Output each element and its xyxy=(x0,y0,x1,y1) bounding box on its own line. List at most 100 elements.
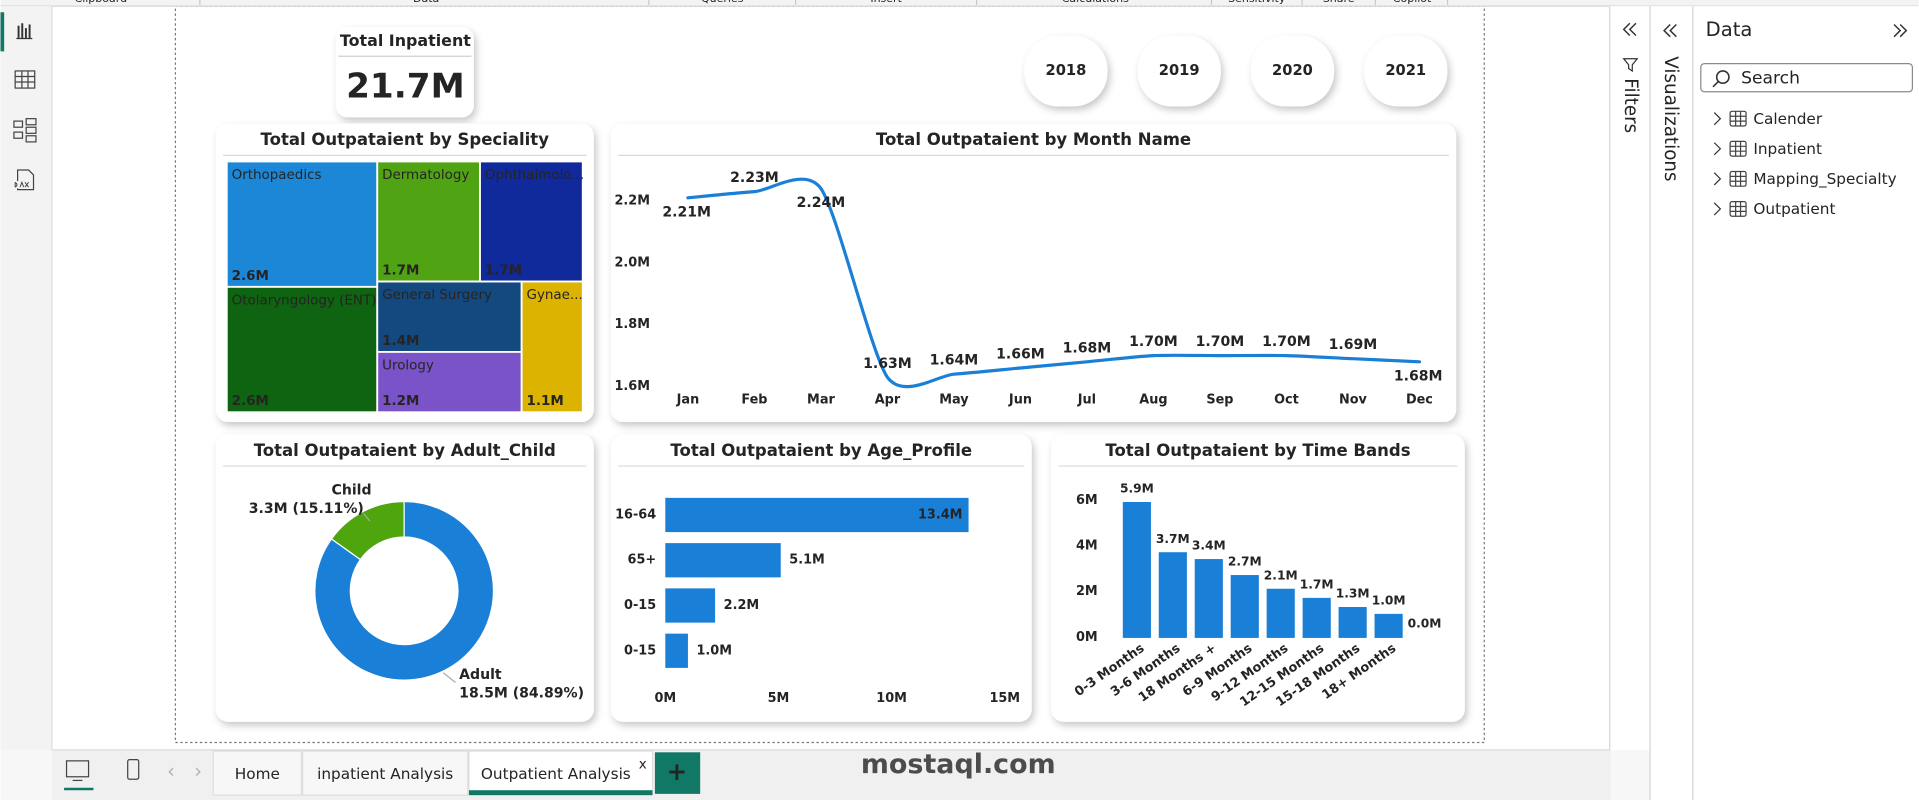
desktop-layout-icon[interactable] xyxy=(65,760,90,778)
treemap-tile xyxy=(479,160,584,283)
page-tab-label[interactable]: inpatient Analysis xyxy=(317,765,453,783)
y-tick-label: 65+ xyxy=(628,553,657,568)
data-label: 0.0M xyxy=(1408,616,1442,630)
visual-container xyxy=(215,434,594,722)
data-label: 1.70M xyxy=(1262,334,1311,350)
visualizations-pane xyxy=(1650,6,1693,800)
x-tick-label: May xyxy=(939,393,969,408)
leader-line xyxy=(363,513,371,522)
bar xyxy=(665,497,969,533)
card-value: 21.7M xyxy=(346,67,465,107)
treemap-value-label: 2.6M xyxy=(232,394,269,409)
icon-frame xyxy=(1729,200,1747,217)
treemap-tile xyxy=(225,160,379,288)
data-table-name[interactable]: Outpatient xyxy=(1753,200,1835,218)
icon-box xyxy=(25,135,37,143)
treemap-value-label: 1.7M xyxy=(485,264,522,279)
x-tick-label: Dec xyxy=(1406,393,1433,408)
treemap-tile xyxy=(376,351,523,414)
mobile-layout-icon[interactable] xyxy=(127,759,140,780)
new-page-label[interactable]: + xyxy=(667,757,688,786)
expand-chevron[interactable] xyxy=(1713,112,1722,126)
collapse-visualizations[interactable] xyxy=(1663,23,1677,38)
model-view-icon[interactable] xyxy=(13,118,37,143)
data-label: 1.70M xyxy=(1196,334,1245,350)
bar xyxy=(665,588,716,623)
report-view-icon[interactable] xyxy=(16,23,33,40)
year-slicer-label[interactable]: 2021 xyxy=(1385,62,1426,79)
next-page[interactable] xyxy=(195,767,201,776)
data-table-name[interactable]: Calender xyxy=(1753,110,1822,128)
bar xyxy=(1302,597,1331,638)
data-label: 2.7M xyxy=(1228,555,1262,569)
chart-title: Total Outpataient by Speciality xyxy=(261,130,550,149)
data-pane xyxy=(1693,6,1919,800)
treemap-category-label: Urology xyxy=(382,358,434,373)
data-label: 1.68M xyxy=(1394,368,1443,384)
treemap-tile xyxy=(376,280,523,353)
y-tick-label: 2M xyxy=(1076,584,1098,599)
page-tab-label[interactable]: Home xyxy=(235,765,280,783)
active-view-indicator xyxy=(0,12,5,52)
chart-title: Total Outpataient by Month Name xyxy=(876,130,1191,149)
year-slicer-label[interactable]: 2020 xyxy=(1272,62,1313,79)
year-slicer-button[interactable] xyxy=(1024,35,1108,107)
icon-bar xyxy=(17,25,20,38)
year-slicer-button[interactable] xyxy=(1364,35,1448,107)
dax-view-icon[interactable] xyxy=(13,169,35,191)
data-label: 1.68M xyxy=(1063,340,1112,356)
donut-value-label: 18.5M (84.89%) xyxy=(459,686,584,702)
prev-page[interactable] xyxy=(168,767,174,776)
year-slicer-label[interactable]: 2019 xyxy=(1159,62,1200,79)
data-table-name[interactable]: Mapping_Specialty xyxy=(1753,170,1896,189)
year-slicer-label[interactable]: 2018 xyxy=(1046,62,1087,79)
data-label: 1.69M xyxy=(1329,337,1378,353)
data-label: 3.7M xyxy=(1156,532,1190,546)
year-slicer-button[interactable] xyxy=(1137,35,1221,107)
expand-chevron[interactable] xyxy=(1713,202,1722,216)
data-label: 2.23M xyxy=(730,170,779,186)
chart-title: Total Outpataient by Time Bands xyxy=(1105,441,1410,460)
bar xyxy=(665,543,781,578)
filters-pane-title: Filters xyxy=(1620,78,1641,133)
treemap-category-label: Otolaryngology (ENT) xyxy=(232,293,377,308)
data-label: 1.64M xyxy=(930,353,979,369)
x-tick-label: Sep xyxy=(1206,393,1233,408)
icon-frame xyxy=(1729,140,1747,157)
treemap-category-label: Ophthalmolo... xyxy=(485,168,584,183)
treemap-value-label: 1.1M xyxy=(527,394,564,409)
donut-category-label: Adult xyxy=(459,667,502,683)
page-tab[interactable] xyxy=(468,750,654,796)
leader-line xyxy=(442,672,456,684)
collapse-data[interactable] xyxy=(1893,23,1908,38)
search-box[interactable] xyxy=(1700,62,1914,93)
watermark: mostaql.com xyxy=(861,749,1056,780)
expand-chevron[interactable] xyxy=(1713,172,1722,186)
year-slicer-button[interactable] xyxy=(1250,35,1335,107)
data-label: 2.24M xyxy=(797,195,846,211)
table-view-icon[interactable] xyxy=(14,70,36,89)
x-tick-label: Oct xyxy=(1274,393,1299,408)
collapse-filters[interactable] xyxy=(1622,22,1637,36)
table-icon xyxy=(1729,140,1747,157)
chart-title: Total Outpataient by Adult_Child xyxy=(254,441,556,460)
data-label: 1.3M xyxy=(1336,587,1370,601)
x-tick-label: 5M xyxy=(768,691,790,706)
page-tab[interactable] xyxy=(302,750,469,796)
data-table-name[interactable]: Inpatient xyxy=(1753,140,1822,158)
expand-chevron[interactable] xyxy=(1713,142,1722,156)
icon-box xyxy=(13,120,24,128)
chart-title: Total Outpataient by Age_Profile xyxy=(670,441,972,460)
visual-container xyxy=(610,123,1457,423)
treemap-category-label: Orthopaedics xyxy=(232,168,322,183)
y-tick-label: 0-15 xyxy=(624,643,656,658)
close-tab[interactable]: x xyxy=(639,758,647,773)
data-label: 5.1M xyxy=(789,553,825,568)
page-tab-label[interactable]: Outpatient Analysis xyxy=(481,765,631,783)
new-page-button[interactable] xyxy=(654,752,701,794)
donut-slice xyxy=(314,500,495,681)
icon-frame xyxy=(1729,110,1747,127)
page-tab[interactable] xyxy=(212,750,303,796)
ribbon-group-label: Clipboard xyxy=(75,0,128,5)
bar xyxy=(1338,607,1367,638)
